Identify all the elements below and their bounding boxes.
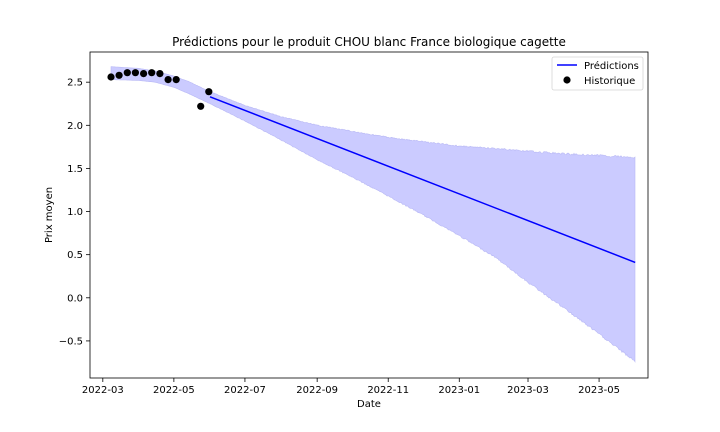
- legend: Prédictions Historique: [551, 56, 644, 91]
- prediction-line: [209, 96, 636, 264]
- history-point: [148, 69, 156, 77]
- history-point: [107, 73, 115, 81]
- x-tick-label: 2023-05: [578, 385, 620, 396]
- y-tick-label: 2.5: [67, 78, 83, 89]
- y-tick-label: 2.0: [67, 121, 83, 132]
- x-axis: 2022-03 2022-05 2022-07 2022-09 2022-11 2023-…: [82, 378, 620, 396]
- history-point: [115, 71, 123, 79]
- history-points-layer: [107, 69, 213, 110]
- history-point: [164, 76, 172, 84]
- y-tick-label: −0.5: [59, 336, 83, 347]
- y-tick-label: 0.5: [67, 250, 83, 261]
- x-tick-label: 2022-09: [296, 385, 338, 396]
- confidence-band: [110, 66, 636, 363]
- plot-frame: [89, 51, 649, 379]
- x-axis-label: Date: [357, 399, 381, 410]
- y-tick-label: 1.5: [67, 164, 83, 175]
- history-point: [156, 70, 164, 78]
- x-tick-label: 2022-07: [224, 385, 266, 396]
- x-tick-label: 2022-11: [367, 385, 409, 396]
- history-point: [197, 102, 205, 110]
- x-tick-label: 2022-03: [82, 385, 124, 396]
- x-tick-label: 2023-01: [438, 385, 480, 396]
- y-axis-label: Prix moyen: [44, 187, 55, 243]
- x-tick-label: 2023-03: [507, 385, 549, 396]
- history-point: [140, 70, 148, 78]
- y-axis: −0.5 0.0 0.5 1.0 1.5 2.0 2.5: [59, 78, 90, 347]
- legend-history-swatch: [563, 76, 571, 84]
- y-tick-label: 1.0: [67, 207, 83, 218]
- history-point: [131, 69, 139, 77]
- history-point: [205, 88, 213, 96]
- x-tick-label: 2022-05: [153, 385, 195, 396]
- prediction-line-layer: [209, 96, 636, 264]
- y-tick-label: 0.0: [67, 293, 83, 304]
- chart-title: Prédictions pour le produit CHOU blanc F…: [172, 35, 566, 49]
- legend-history-label: Historique: [584, 76, 635, 87]
- history-point: [123, 69, 131, 77]
- history-point: [172, 76, 180, 84]
- confidence-band-layer: [110, 66, 636, 363]
- legend-prediction-label: Prédictions: [584, 60, 639, 72]
